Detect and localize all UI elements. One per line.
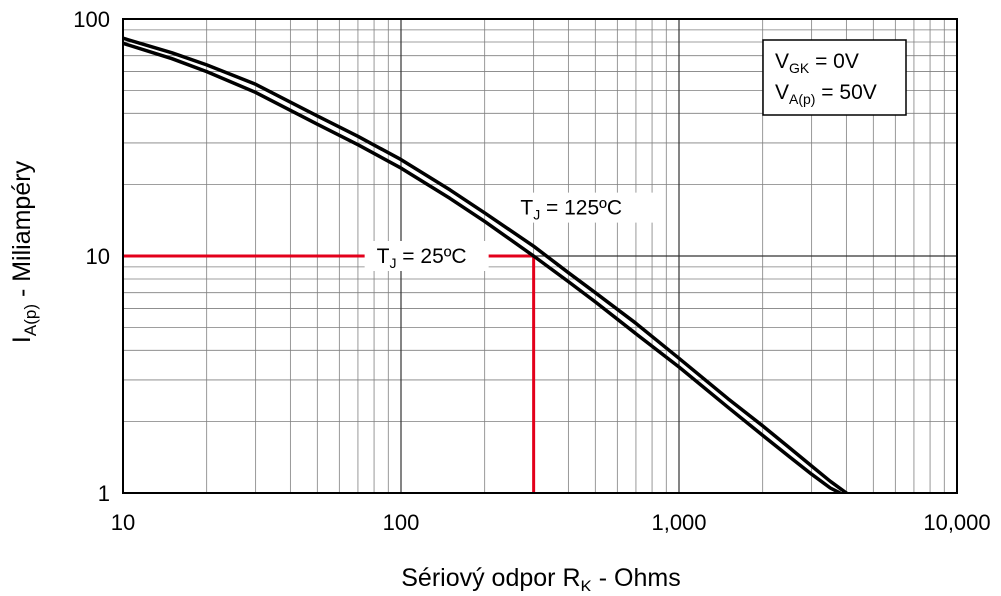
x-tick-label: 1,000: [651, 510, 706, 535]
y-axis-title-sub: A(p): [21, 304, 40, 336]
condition-text: = 50V: [815, 81, 876, 104]
annotation-symbol: T: [520, 197, 533, 220]
condition-sub: GK: [789, 60, 810, 76]
annotation-label-2: TJ = 25ºC: [377, 245, 467, 271]
y-tick-label: 1: [98, 481, 110, 506]
reference-lines: [123, 254, 536, 493]
annotation-sub: J: [389, 255, 396, 271]
annotation-bg-1: [508, 192, 657, 223]
y-axis-title: IA(p) - Miliampéry: [8, 160, 40, 343]
condition-label-2: VA(p) = 50V: [775, 81, 877, 107]
condition-sub: A(p): [789, 91, 815, 107]
series-line-2: [123, 36, 850, 493]
condition-text: = 0V: [809, 50, 859, 73]
condition-symbol: V: [775, 50, 789, 73]
x-axis-title-symbol: R: [562, 564, 580, 591]
x-tick-label: 10,000: [923, 510, 990, 535]
y-axis-title-rest: - Miliampéry: [8, 160, 36, 304]
curves: [123, 36, 850, 493]
annotation-text: = 125ºC: [540, 197, 622, 220]
series-line-1: [123, 41, 841, 493]
x-axis-title: Sériový odpor RK - Ohms: [401, 564, 681, 591]
condition-symbol: V: [775, 81, 789, 104]
annotation-text: = 25ºC: [396, 245, 466, 268]
x-tick-label: 100: [383, 510, 420, 535]
y-tick-label: 100: [73, 7, 110, 32]
x-axis-title-units: - Ohms: [592, 564, 681, 591]
x-axis-title-sub: K: [581, 577, 593, 591]
x-tick-label: 10: [111, 510, 135, 535]
conditions-box-frame: [762, 39, 907, 116]
annotation-sub: J: [533, 207, 540, 223]
annotation-symbol: T: [377, 245, 390, 268]
annotation-bg-2: [364, 241, 489, 271]
plot-frame-rect: [122, 18, 958, 494]
condition-label-1: VGK = 0V: [775, 50, 859, 76]
y-tick-label: 10: [86, 244, 110, 269]
x-axis-title-text: Sériový odpor: [401, 564, 562, 591]
plot-frame: [122, 18, 958, 494]
y-axis-title-symbol: I: [8, 336, 36, 343]
annotation-label-1: TJ = 125ºC: [520, 197, 622, 223]
